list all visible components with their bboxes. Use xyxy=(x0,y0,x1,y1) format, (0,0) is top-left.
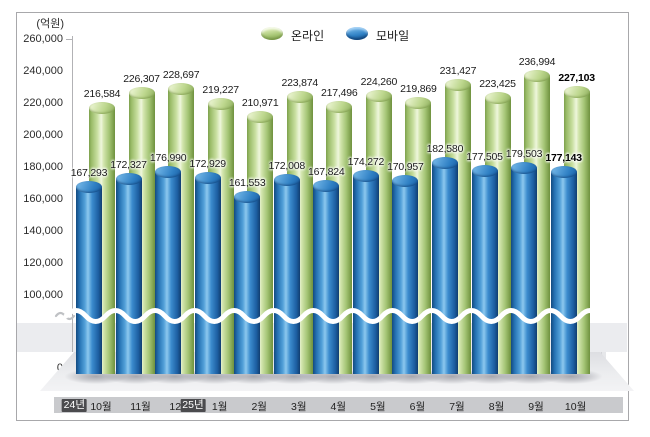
x-axis-month-label: 7월 xyxy=(449,401,465,413)
x-axis-year-badge: 24년 xyxy=(61,399,87,412)
x-axis-month-label: 1월 xyxy=(211,401,228,413)
y-axis-top-tick xyxy=(66,39,73,40)
legend-online-label: 온라인 xyxy=(291,29,325,43)
online-value-label: 217,496 xyxy=(321,87,358,99)
mobile-value-label: 177,143 xyxy=(545,151,582,164)
y-axis-tick-label: 140,000 xyxy=(23,224,63,237)
mobile-bar xyxy=(471,164,498,374)
mobile-bar xyxy=(550,165,577,374)
online-value-label: 210,971 xyxy=(241,97,279,110)
y-axis-tick-label: 160,000 xyxy=(23,192,63,205)
mobile-bar xyxy=(392,175,419,374)
mobile-bar xyxy=(431,156,458,374)
x-axis-month-label: 5월 xyxy=(370,401,386,413)
y-axis-unit-label: (억원) xyxy=(36,18,64,30)
online-value-label: 223,425 xyxy=(479,77,516,90)
y-axis-line xyxy=(72,36,73,352)
online-value-label: 219,869 xyxy=(400,83,437,96)
y-axis-tick-label: 120,000 xyxy=(23,256,63,269)
legend-mobile-icon xyxy=(346,27,368,40)
online-value-label: 216,584 xyxy=(83,88,121,101)
mobile-value-label: 161,553 xyxy=(228,176,266,189)
mobile-value-label: 172,008 xyxy=(268,159,306,172)
x-axis-month-label: 8월 xyxy=(488,401,505,413)
mobile-bar xyxy=(194,172,221,374)
y-axis-tick-label: 180,000 xyxy=(23,160,63,173)
online-value-label: 231,427 xyxy=(439,64,477,77)
legend-online-icon xyxy=(261,27,283,40)
mobile-bar xyxy=(155,165,182,374)
y-axis-tick-label: 100,000 xyxy=(23,288,63,301)
online-value-label: 228,697 xyxy=(162,69,200,82)
mobile-bar xyxy=(352,170,379,374)
x-axis-year-badge: 25년 xyxy=(180,399,206,412)
mobile-value-label: 179,503 xyxy=(505,147,543,160)
online-value-label: 224,260 xyxy=(360,76,398,89)
y-axis-tick-label: 220,000 xyxy=(23,96,63,109)
mobile-bar xyxy=(511,161,538,374)
online-value-label: 226,307 xyxy=(123,72,160,85)
x-axis-month-label: 11월 xyxy=(130,401,151,413)
mobile-value-label: 170,957 xyxy=(387,161,424,174)
online-value-label: 236,994 xyxy=(518,55,556,68)
legend-mobile-label: 모바일 xyxy=(376,29,410,43)
mobile-value-label: 176,990 xyxy=(149,151,187,164)
online-value-label: 227,103 xyxy=(558,71,595,84)
mobile-bar xyxy=(313,180,340,374)
mobile-bar xyxy=(76,181,102,374)
mobile-value-label: 167,293 xyxy=(70,167,108,180)
y-axis-tick-label: 240,000 xyxy=(23,64,63,77)
y-axis-tick-label: 0 xyxy=(56,361,63,374)
y-axis-tick-label: 200,000 xyxy=(23,128,63,141)
mobile-value-label: 177,505 xyxy=(466,150,503,163)
mobile-value-label: 172,327 xyxy=(110,159,147,172)
mobile-bar xyxy=(273,173,300,374)
online-value-label: 223,874 xyxy=(281,76,319,89)
mobile-value-label: 172,929 xyxy=(189,158,226,171)
x-axis-month-label: 2월 xyxy=(251,401,267,413)
x-axis-month-label: 4월 xyxy=(330,401,347,413)
mobile-value-label: 174,272 xyxy=(347,156,385,169)
x-axis-month-label: 9월 xyxy=(528,401,544,413)
y-axis-tick-label: 260,000 xyxy=(23,32,63,45)
mobile-bar xyxy=(234,190,261,374)
mobile-value-label: 167,824 xyxy=(308,166,345,179)
mobile-bar xyxy=(115,173,142,374)
x-axis-month-label: 6월 xyxy=(409,401,426,413)
x-axis-month-label: 3월 xyxy=(291,401,307,413)
x-axis-month-label: 10월 xyxy=(90,401,112,413)
mobile-value-label: 182,580 xyxy=(426,142,464,155)
x-axis-month-label: 10월 xyxy=(564,401,587,413)
online-value-label: 219,227 xyxy=(202,84,239,97)
